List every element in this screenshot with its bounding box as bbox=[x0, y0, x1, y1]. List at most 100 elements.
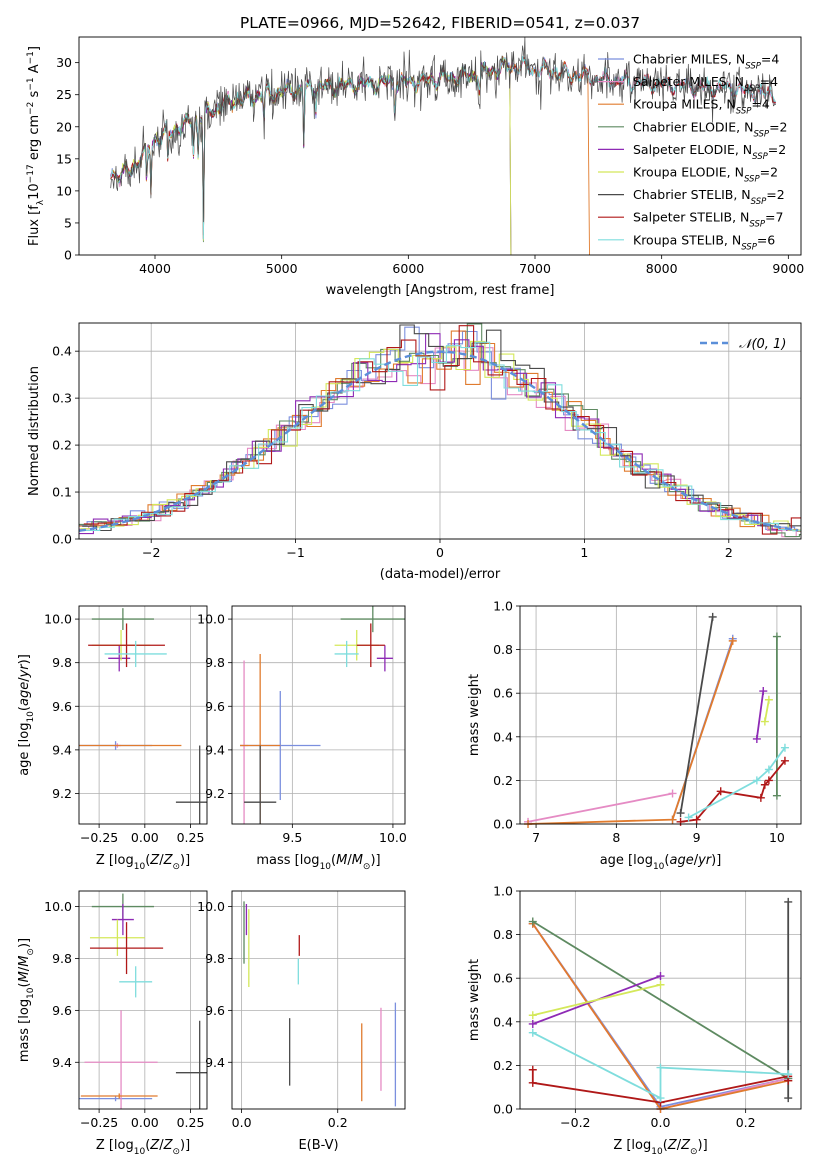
y-tick-label: 0.0 bbox=[52, 532, 72, 547]
weight-marker-7 bbox=[780, 756, 789, 765]
spectrum-axes: 4000 5000 6000 7000 8000 9000 0 5 10 15 20 25 30 bbox=[56, 55, 804, 276]
legend-entry-1: Salpeter MILES, NSSP=4 bbox=[633, 74, 778, 94]
y-tick-label: 1.0 bbox=[493, 599, 513, 614]
mass-vs-age-points bbox=[240, 606, 405, 824]
ebv-vs-mass-points bbox=[243, 901, 397, 1107]
weight-line-8 bbox=[688, 747, 786, 819]
residuals-frame bbox=[78, 322, 802, 540]
weight-line-8 bbox=[532, 1031, 789, 1100]
y-tick-label: 9.6 bbox=[52, 1003, 72, 1018]
y-tick-label: 9.8 bbox=[205, 951, 225, 966]
errorbar-point-1 bbox=[84, 1010, 158, 1109]
y-tick-label: 0.3 bbox=[52, 391, 72, 406]
errorbar-point-8 bbox=[119, 966, 153, 998]
errorbar-point-7 bbox=[88, 623, 165, 668]
y-tick-label: 5 bbox=[64, 215, 72, 230]
weight-line-1 bbox=[527, 792, 673, 823]
weight-marker-2 bbox=[668, 815, 677, 824]
y-tick-label: 0.4 bbox=[52, 344, 72, 359]
x-tick-label: 7 bbox=[532, 830, 540, 845]
x-tick-label: 0.2 bbox=[328, 1115, 348, 1130]
legend-entry-6: Chabrier STELIB, NSSP=2 bbox=[633, 187, 785, 207]
y-tick-label: 10 bbox=[56, 183, 72, 198]
errorbar-point-4 bbox=[376, 645, 393, 672]
residual-histograms bbox=[79, 323, 801, 538]
weight-marker-6 bbox=[708, 612, 717, 621]
weight-line-2 bbox=[527, 640, 734, 825]
weight-marker-7 bbox=[716, 787, 725, 796]
ebv-vs-mass-frame bbox=[231, 890, 406, 1110]
y-tick-label: 30 bbox=[56, 55, 72, 70]
z-vs-mass-axes: −0.25 0.00 0.25 9.4 9.6 9.8 10.0 bbox=[44, 891, 207, 1130]
z-vs-mass-frame bbox=[78, 890, 208, 1110]
x-tick-label: 1 bbox=[580, 545, 588, 560]
weight-marker-7 bbox=[756, 793, 765, 802]
weight-marker-5 bbox=[528, 1011, 537, 1020]
weight-marker-7 bbox=[528, 1078, 537, 1087]
histogram-2 bbox=[79, 330, 801, 532]
spectrum-xlabel: wavelength [Angstrom, rest frame] bbox=[326, 283, 555, 298]
residuals-xlabel: (data-model)/error bbox=[380, 567, 501, 582]
weight-marker-4 bbox=[528, 1019, 537, 1028]
y-tick-label: 9.8 bbox=[52, 655, 72, 670]
weight-marker-5 bbox=[656, 980, 665, 989]
weight-marker-3 bbox=[772, 791, 781, 800]
y-tick-label: 9.2 bbox=[205, 786, 225, 801]
x-tick-label: 10.0 bbox=[379, 830, 407, 845]
z-vs-mass-ylabel: mass [log10(M/M⊙)] bbox=[17, 938, 36, 1062]
x-tick-label: 0.0 bbox=[232, 1115, 252, 1130]
x-tick-label: −0.2 bbox=[560, 1115, 590, 1130]
weight-marker-7 bbox=[692, 815, 701, 824]
z-vs-mass-weight-series bbox=[528, 897, 793, 1113]
spectrum-frame bbox=[78, 36, 802, 256]
residuals-ylabel: Normed distribution bbox=[27, 366, 42, 496]
y-tick-label: 0.2 bbox=[493, 1058, 513, 1073]
z-vs-mass-weight-xlabel: Z [log10(Z/Z⊙)] bbox=[613, 1138, 707, 1157]
weight-marker-8 bbox=[764, 765, 773, 774]
y-tick-label: 10.0 bbox=[197, 612, 225, 627]
weight-marker-8 bbox=[684, 813, 693, 822]
weight-marker-6 bbox=[784, 897, 793, 906]
z-vs-mass-weight-frame bbox=[519, 890, 802, 1110]
z-vs-age-xlabel: Z [log10(Z/Z⊙)] bbox=[96, 853, 190, 872]
z-vs-age-points bbox=[79, 608, 207, 824]
x-tick-label: 7000 bbox=[519, 261, 551, 276]
x-tick-label: 0 bbox=[436, 545, 444, 560]
errorbar-point-4 bbox=[111, 903, 134, 936]
x-tick-label: 0.00 bbox=[131, 830, 159, 845]
x-tick-label: 0.0 bbox=[651, 1115, 671, 1130]
y-tick-label: 0.4 bbox=[493, 729, 513, 744]
y-tick-label: 0.0 bbox=[493, 1102, 513, 1117]
y-tick-label: 10.0 bbox=[44, 899, 72, 914]
weight-marker-7 bbox=[528, 1065, 537, 1074]
spectrum-ylabel: Flux [fλ10−17 erg cm−2 s−1 A−1] bbox=[26, 46, 46, 246]
x-tick-label: 8000 bbox=[646, 261, 678, 276]
y-tick-label: 9.8 bbox=[52, 951, 72, 966]
y-tick-label: 1.0 bbox=[493, 884, 513, 899]
z-vs-mass-weight-axes: −0.2 0.0 0.2 0.0 0.2 0.4 0.6 0.8 1.0 bbox=[493, 884, 801, 1130]
x-tick-label: 5000 bbox=[266, 261, 298, 276]
errorbar-point-2 bbox=[80, 1093, 158, 1099]
weight-marker-8 bbox=[656, 1094, 665, 1103]
x-tick-label: −0.25 bbox=[80, 1115, 118, 1130]
y-tick-label: 0.8 bbox=[493, 927, 513, 942]
histogram-7 bbox=[83, 325, 801, 535]
x-tick-label: −2 bbox=[142, 545, 160, 560]
y-tick-label: 9.4 bbox=[205, 742, 225, 757]
age-vs-mass-weight-frame bbox=[519, 605, 802, 825]
errorbar-point-7 bbox=[89, 922, 164, 975]
weight-marker-4 bbox=[752, 734, 761, 743]
weight-marker-5 bbox=[760, 717, 769, 726]
weight-marker-7 bbox=[676, 817, 685, 826]
weight-marker-7 bbox=[760, 780, 769, 789]
y-tick-label: 9.6 bbox=[52, 699, 72, 714]
x-tick-label: 0.00 bbox=[131, 1115, 159, 1130]
weight-marker-8 bbox=[780, 743, 789, 752]
spectrum-lines bbox=[110, 37, 777, 255]
y-tick-label: 9.4 bbox=[205, 1055, 225, 1070]
weight-marker-8 bbox=[784, 1070, 793, 1079]
x-tick-label: 9.5 bbox=[282, 830, 302, 845]
x-tick-label: 0.25 bbox=[177, 1115, 205, 1130]
age-vs-mass-weight-xlabel: age [log10(age/yr)] bbox=[600, 853, 722, 872]
